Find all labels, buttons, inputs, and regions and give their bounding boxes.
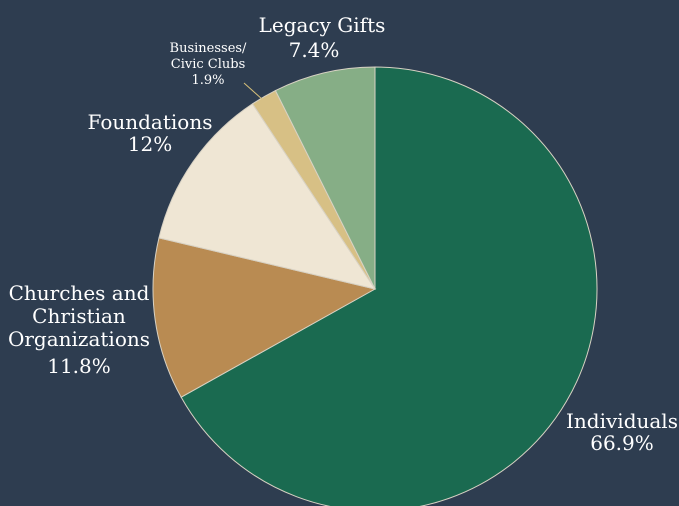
pie-slice-churches — [152, 237, 377, 398]
slice-label-text: Churches and — [9, 281, 150, 305]
slice-label-text: Organizations — [8, 327, 150, 351]
slice-label-text: Christian — [32, 304, 126, 328]
pie-slice-individuals — [180, 66, 598, 506]
slice-label-text: Individuals — [566, 409, 678, 433]
pie-slice-legacy-gifts — [274, 66, 376, 290]
slice-value-label: 12% — [128, 132, 172, 156]
slice-value-label: 66.9% — [590, 431, 654, 455]
slice-value-label: 1.9% — [191, 73, 224, 88]
leaders-layer — [243, 82, 263, 100]
slices-layer — [152, 66, 598, 506]
slice-label-text: Foundations — [88, 110, 213, 134]
leader-line-businesses — [243, 82, 263, 100]
slice-value-label: 11.8% — [47, 354, 111, 378]
slice-label-text: Civic Clubs — [171, 57, 246, 72]
slice-label-text: Legacy Gifts — [259, 13, 386, 37]
pie-slice-foundations — [158, 103, 377, 290]
slice-value-label: 7.4% — [289, 38, 340, 62]
slice-label-text: Businesses/ — [170, 41, 248, 56]
